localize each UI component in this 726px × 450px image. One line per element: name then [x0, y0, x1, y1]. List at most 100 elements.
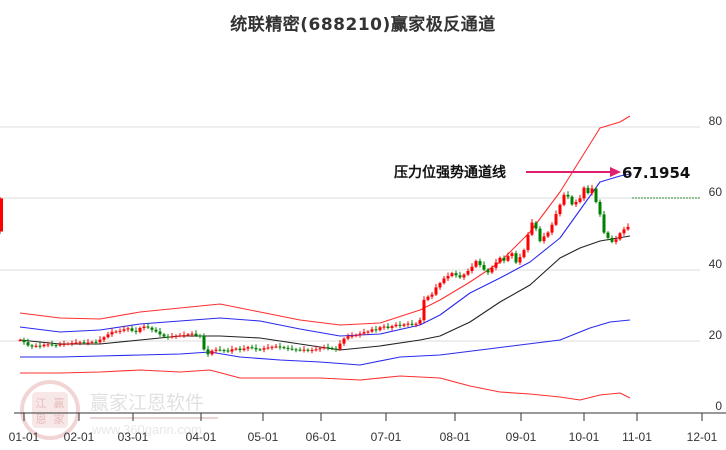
candle — [370, 329, 374, 332]
candle — [554, 214, 558, 225]
x-tick-label: 05-01 — [248, 430, 279, 444]
candle — [118, 330, 122, 332]
candle — [378, 327, 382, 331]
candle — [602, 214, 606, 233]
chart-title: 统联精密(688210)赢家极反通道 — [230, 15, 496, 35]
candle — [466, 271, 470, 275]
x-tick-label: 04-01 — [186, 430, 217, 444]
candle — [270, 346, 274, 348]
candlesticks — [0, 184, 630, 357]
candle — [30, 345, 34, 347]
candle — [310, 350, 314, 352]
candle — [470, 266, 474, 272]
candle — [326, 347, 330, 349]
candle — [566, 194, 570, 197]
x-tick-label: 02-01 — [64, 430, 95, 444]
candle — [446, 276, 450, 279]
candle — [506, 256, 510, 261]
candle — [338, 343, 342, 350]
x-tick-label: 08-01 — [440, 430, 471, 444]
candle — [250, 347, 254, 349]
candle — [346, 336, 350, 339]
candle — [426, 296, 430, 300]
candle — [238, 348, 242, 351]
candle — [438, 283, 442, 288]
svg-text:家: 家 — [54, 412, 65, 426]
candle — [390, 326, 394, 328]
annotation-label: 压力位强势通道线 — [394, 164, 506, 181]
candle — [362, 332, 366, 334]
candle — [366, 331, 370, 333]
candle — [626, 226, 630, 230]
candle — [222, 350, 226, 352]
candle — [94, 341, 98, 343]
candle — [210, 350, 214, 355]
candle — [226, 350, 230, 352]
candle — [42, 344, 46, 347]
candle — [98, 339, 102, 343]
candle — [342, 338, 346, 344]
candle — [130, 328, 134, 331]
candle — [82, 342, 86, 344]
candle — [206, 349, 210, 355]
candle — [0, 198, 3, 228]
gridlines — [0, 126, 700, 342]
candle — [538, 228, 542, 242]
candle — [218, 349, 222, 351]
candle — [34, 345, 38, 347]
candle — [482, 264, 486, 270]
y-tick-label: 40 — [709, 257, 723, 271]
candle — [190, 333, 194, 335]
candle — [486, 269, 490, 273]
candle — [422, 299, 426, 321]
candle — [242, 348, 246, 351]
candle — [598, 201, 602, 215]
candle — [150, 327, 154, 330]
candle — [518, 257, 522, 263]
svg-text:江: 江 — [36, 397, 47, 410]
candle — [454, 273, 458, 276]
candle — [278, 346, 282, 348]
candle — [38, 345, 42, 347]
candle — [274, 346, 278, 348]
candle — [458, 275, 462, 278]
candle — [402, 324, 406, 326]
mid-line — [19, 235, 631, 351]
candle — [586, 187, 590, 194]
candle — [322, 347, 326, 349]
candle — [290, 348, 294, 350]
candle — [382, 326, 386, 328]
candle — [582, 187, 586, 199]
candle — [126, 328, 130, 330]
candle — [442, 278, 446, 284]
y-tick-label: 80 — [709, 114, 723, 128]
candle — [574, 201, 578, 205]
candle — [530, 222, 534, 235]
candle — [522, 250, 526, 258]
candle — [86, 342, 90, 344]
candle — [26, 342, 30, 346]
candle — [214, 349, 218, 351]
candle — [182, 335, 186, 337]
candle — [254, 347, 258, 350]
candle — [262, 348, 266, 350]
candle — [142, 326, 146, 328]
candle — [146, 326, 150, 328]
watermark-name: 赢家江恩软件 — [90, 392, 204, 414]
candle — [510, 253, 514, 257]
watermark-logo-icon — [20, 380, 80, 440]
candle — [294, 349, 298, 351]
candle — [514, 253, 518, 263]
candle — [478, 261, 482, 265]
candle — [610, 237, 614, 242]
candle — [18, 340, 22, 342]
candle — [498, 257, 502, 263]
pressure-annotation: 压力位强势通道线 67.1954 — [394, 164, 690, 182]
candle — [158, 331, 162, 335]
candle — [106, 334, 110, 338]
candle — [162, 334, 166, 337]
candle — [418, 320, 422, 324]
x-tick-label: 09-01 — [506, 430, 537, 444]
y-tick-label: 60 — [709, 185, 723, 199]
candle — [302, 349, 306, 351]
